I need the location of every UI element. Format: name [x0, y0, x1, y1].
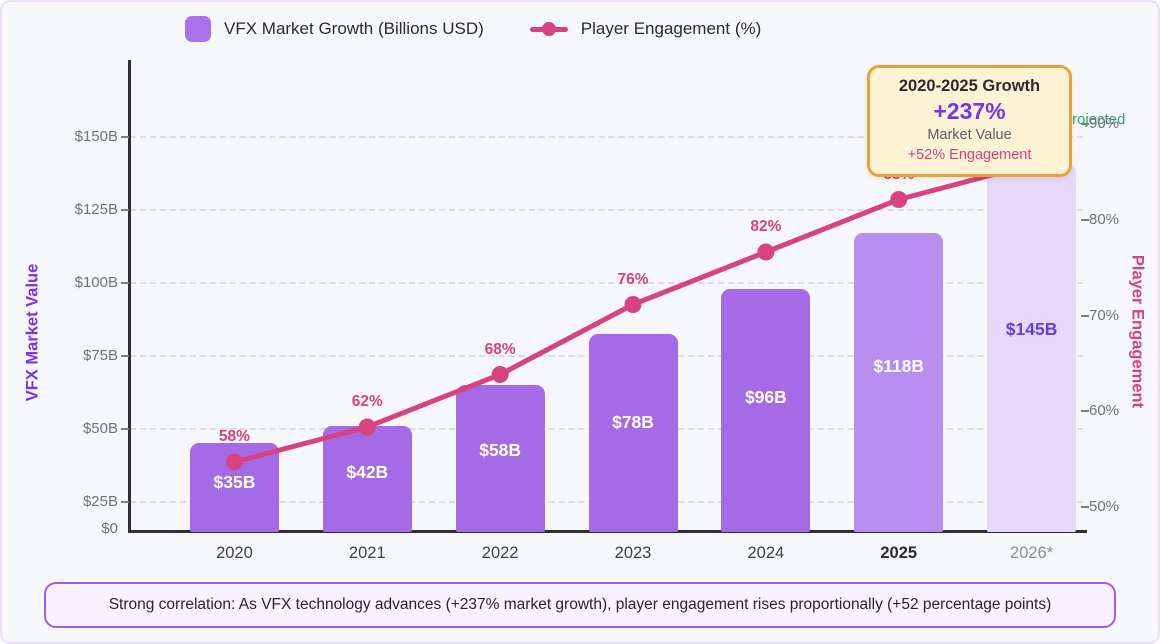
bar-2021[interactable] [322, 425, 412, 532]
left-axis-tick-label: $100B [74, 274, 118, 291]
annotation-title: 2020-2025 Growth [898, 77, 1041, 95]
caption-box: Strong correlation: As VFX technology ad… [44, 582, 1116, 628]
gridline-100 [130, 282, 1083, 284]
left-axis-tick-mark [121, 136, 129, 138]
x-tick-label-2020: 2020 [216, 544, 253, 562]
bar-2022[interactable] [455, 384, 545, 532]
bar-series-swatch-icon [185, 16, 211, 42]
projected-label: Projected [1062, 111, 1126, 128]
engagement-point-label-2022: 68% [484, 340, 516, 358]
bar-value-label-2026*: $145B [1005, 318, 1058, 339]
right-axis-tick-mark [1081, 410, 1089, 413]
gridline-125 [130, 209, 1083, 211]
gridline-150 [130, 136, 1083, 138]
left-axis-tick-mark [121, 209, 129, 211]
x-tick-label-2021: 2021 [348, 544, 386, 562]
left-axis-tick-label: $25B [82, 493, 118, 510]
annotation-growth-label: Market Value [927, 127, 1012, 144]
left-axis-tick-label: $50B [82, 420, 118, 437]
bar-2026*[interactable] [987, 164, 1077, 532]
bar-value-label-2025: $118B [873, 356, 925, 377]
left-axis-line [128, 60, 131, 532]
left-axis-tick-label: $125B [74, 201, 118, 218]
bar-value-label-2020: $35B [213, 472, 256, 493]
bar-value-label-2022: $58B [479, 440, 522, 461]
growth-annotation-box: 2020-2025 Growth +237% Market Value +52%… [867, 65, 1072, 178]
x-tick-label-2023: 2023 [614, 544, 652, 562]
engagement-point-2020[interactable] [225, 453, 243, 471]
left-axis-tick-mark [121, 282, 129, 284]
left-axis-tick-label: $150B [74, 128, 118, 145]
annotation-engagement: +52% Engagement [907, 147, 1032, 164]
left-axis-tick-label: $75B [82, 347, 118, 364]
bar-2025[interactable] [854, 232, 944, 532]
bar-2023[interactable] [588, 334, 678, 532]
legend-item-engagement[interactable]: Player Engagement (%) [529, 19, 762, 39]
right-axis-tick-mark [1081, 218, 1089, 221]
engagement-point-label-2020: 58% [218, 428, 250, 445]
left-axis-tick-label: $0 [101, 520, 118, 537]
engagement-point-2025[interactable] [890, 191, 908, 208]
bar-value-label-2023: $78B [612, 412, 654, 433]
left-axis-tick-mark [121, 428, 129, 430]
engagement-point-label-2023: 76% [617, 270, 649, 288]
right-axis-tick-mark [1081, 506, 1089, 508]
engagement-point-label-2021: 62% [351, 393, 383, 410]
engagement-point-2021[interactable] [358, 418, 376, 436]
x-tick-label-2025: 2025 [880, 544, 918, 562]
x-tick-label-2026*: 2026* [1010, 544, 1054, 562]
left-axis-title: VFX Market Value [23, 263, 42, 402]
right-axis-tick-label: 60% [1089, 402, 1120, 420]
line-series-swatch-icon [529, 22, 568, 36]
right-axis-tick-label: 50% [1089, 498, 1120, 515]
x-tick-label-2022: 2022 [481, 544, 519, 562]
right-axis-tick-label: 70% [1089, 306, 1120, 324]
left-axis-tick-mark [121, 355, 129, 357]
legend-item-vfx-market[interactable]: VFX Market Growth (Billions USD) [185, 16, 484, 42]
chart-legend: VFX Market Growth (Billions USD) Player … [185, 16, 761, 42]
legend-label-vfx-market: VFX Market Growth (Billions USD) [224, 19, 484, 38]
engagement-point-label-2024: 82% [750, 218, 782, 235]
bar-value-label-2021: $42B [346, 462, 389, 483]
caption-text: Strong correlation: As VFX technology ad… [108, 596, 1052, 613]
right-axis-tick-mark [1081, 123, 1089, 125]
left-axis-tick-mark [121, 501, 129, 503]
right-axis-tick-mark [1081, 314, 1089, 317]
bar-2024[interactable] [721, 288, 811, 532]
x-tick-label-2024: 2024 [747, 544, 785, 562]
legend-label-engagement: Player Engagement (%) [580, 19, 762, 38]
bar-value-label-2024: $96B [744, 387, 787, 408]
engagement-point-2023[interactable] [624, 296, 642, 313]
right-axis-tick-label: 80% [1089, 210, 1120, 228]
right-axis-tick-label: 90% [1089, 115, 1120, 132]
annotation-growth-value: +237% [933, 98, 1006, 125]
engagement-point-2022[interactable] [491, 366, 509, 383]
engagement-point-2024[interactable] [757, 243, 775, 261]
